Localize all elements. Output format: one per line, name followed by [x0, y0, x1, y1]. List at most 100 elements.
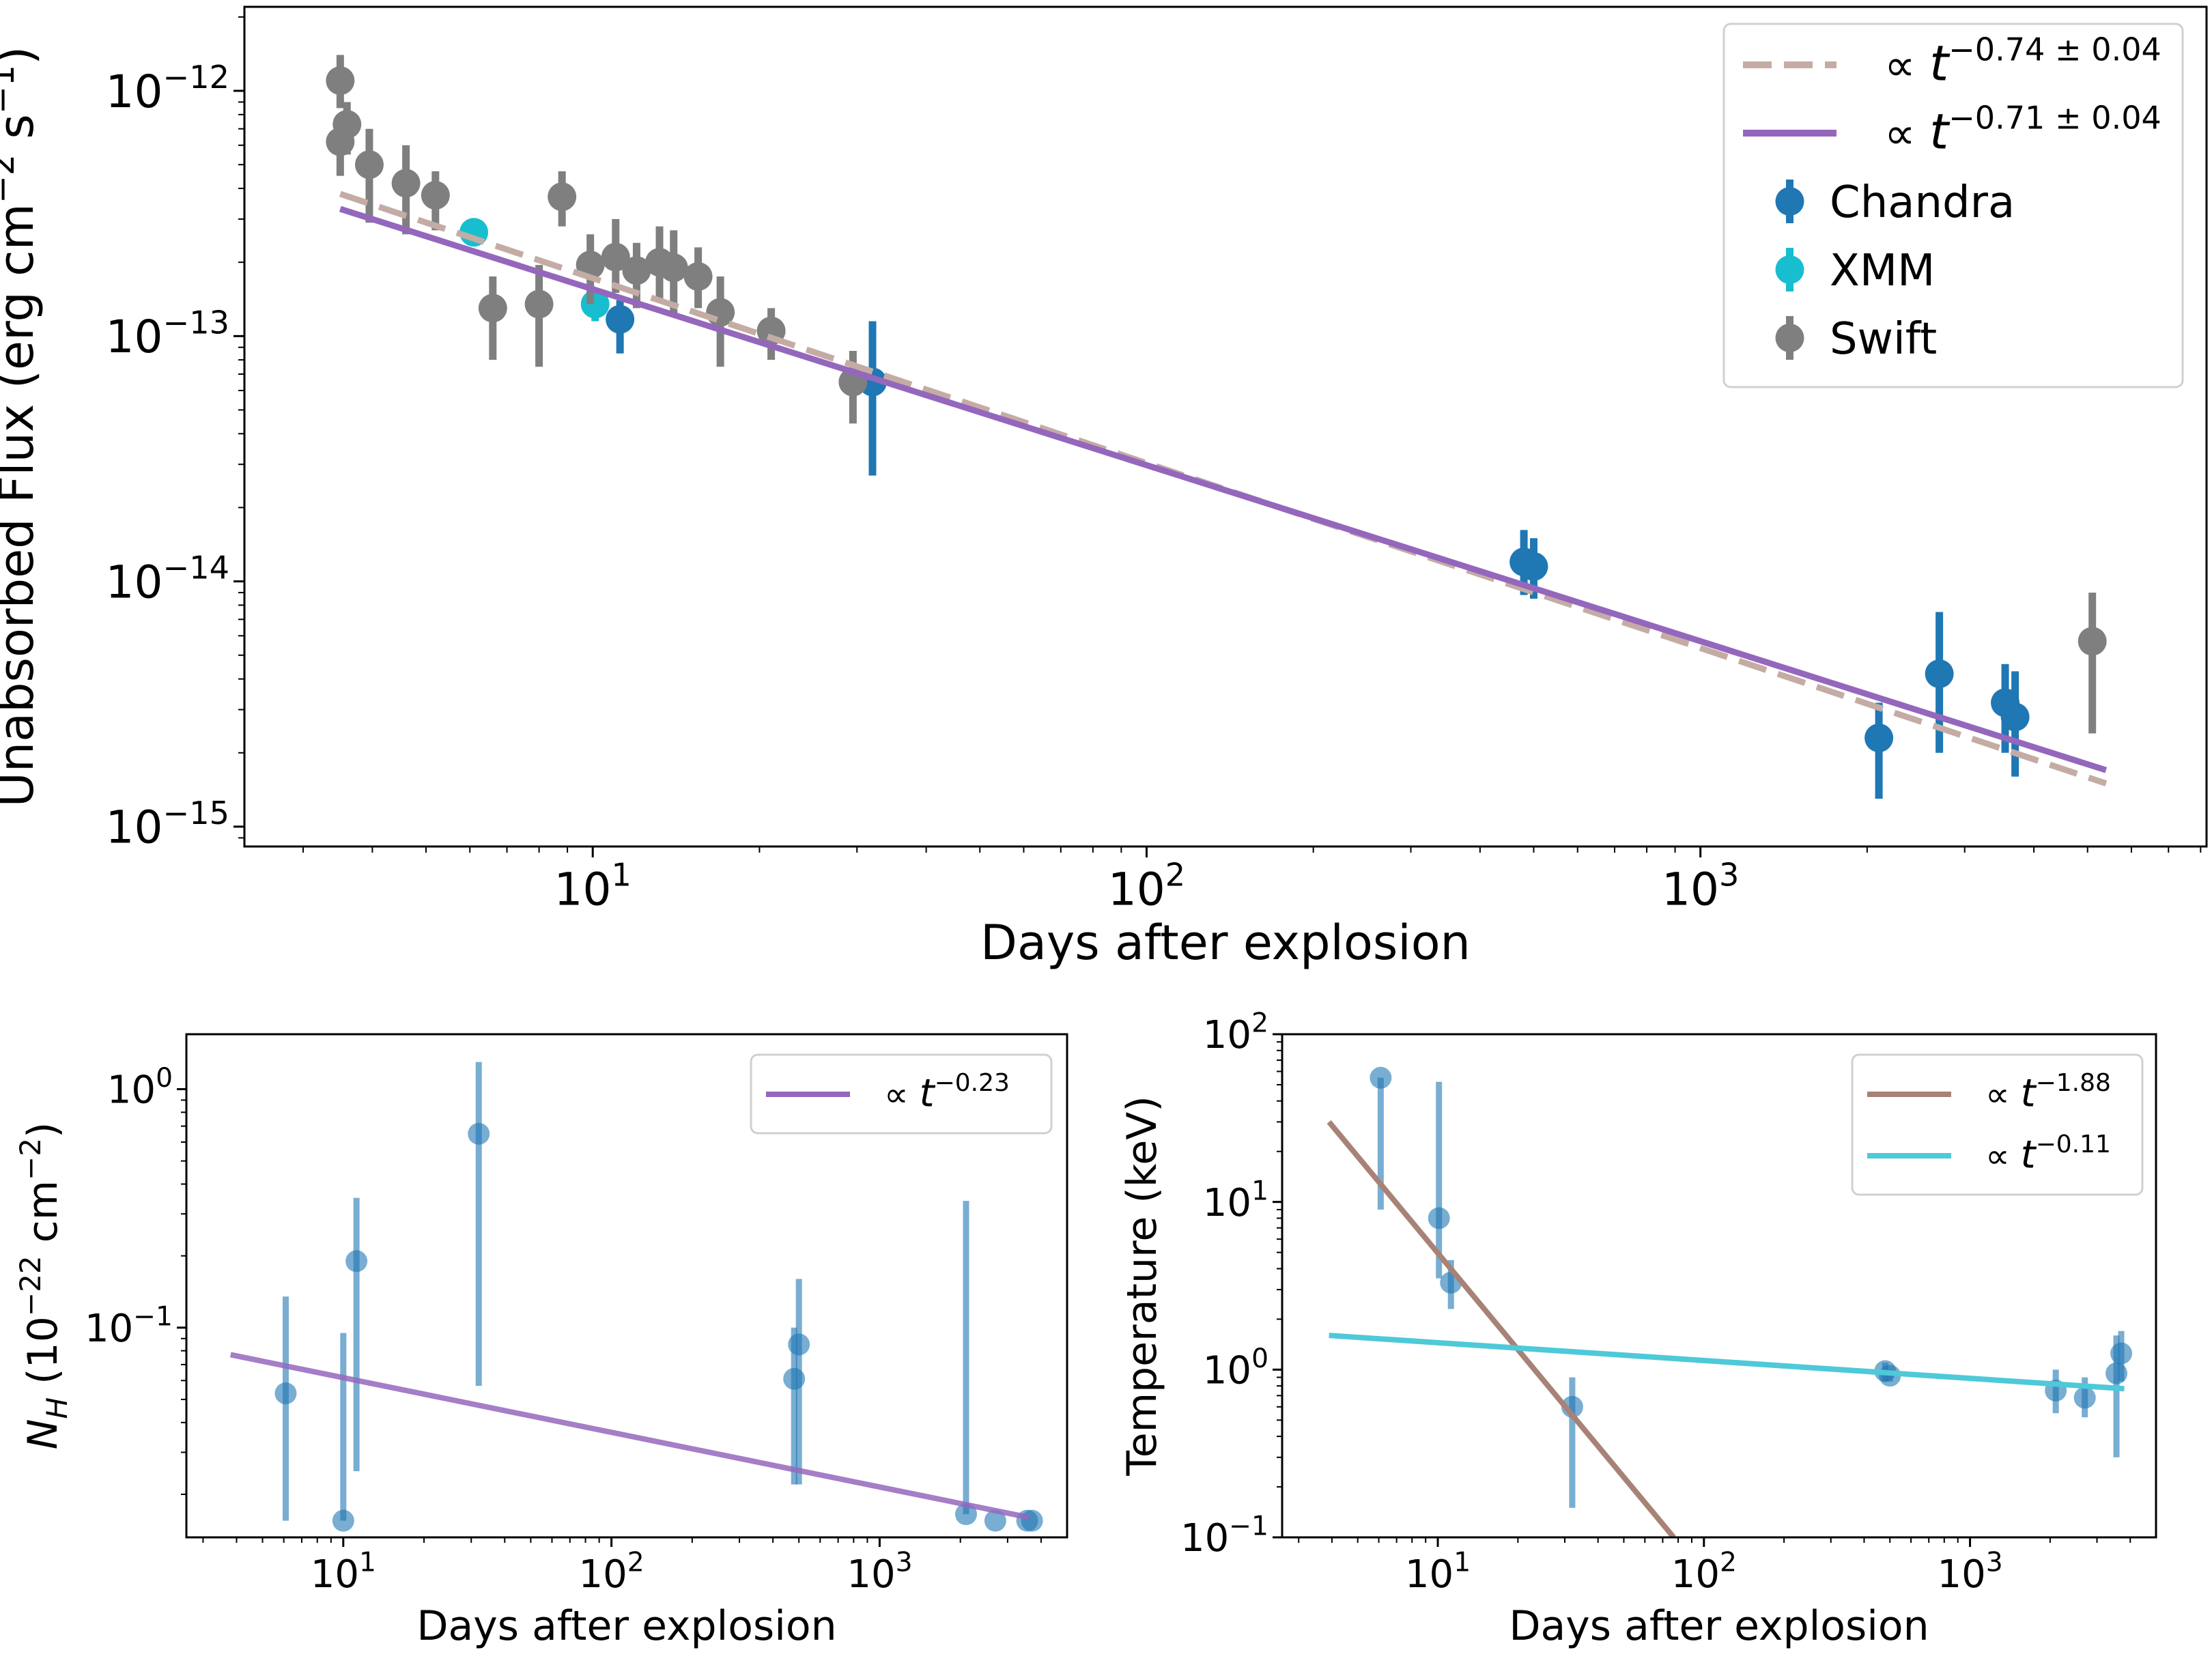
tick-base: 10 [1937, 1552, 1985, 1597]
x-tick-label: 101 [1405, 1547, 1471, 1597]
data-point [1021, 1509, 1043, 1532]
data-point [548, 182, 577, 212]
legend-series-label: XMM [1830, 246, 1935, 296]
y-tick-label: 102 [1203, 1008, 1268, 1058]
tick-exponent: 2 [1251, 1008, 1268, 1039]
fit-line-1 [1327, 1120, 1676, 1537]
x-tick-label: 103 [1937, 1547, 2002, 1597]
y-tick-label: 10−1 [85, 1301, 173, 1351]
legend-var: t [2021, 1133, 2037, 1178]
data-point [1519, 552, 1548, 581]
y-axis-title: NH (10−22 cm−2) [14, 1122, 74, 1450]
tick-base: 10 [1671, 1552, 1720, 1597]
axes-frame [1281, 1033, 2157, 1539]
legend-var: t [2021, 1072, 2037, 1116]
tick-base: 10 [106, 311, 163, 363]
plot-area [229, 1062, 1043, 1532]
tick-exponent: 2 [627, 1547, 644, 1578]
tick-exponent: −12 [163, 59, 229, 96]
data-point [1370, 1066, 1392, 1089]
legend-exp: −0.23 [935, 1069, 1010, 1097]
legend-marker [1775, 324, 1804, 352]
y-tick-label: 10−14 [106, 550, 229, 609]
data-point [421, 181, 450, 210]
x-tick-label: 103 [1662, 857, 1739, 916]
data-point [2078, 627, 2107, 656]
data-point [683, 262, 713, 291]
tick-base: 10 [1203, 1181, 1251, 1225]
data-point [332, 110, 362, 139]
x-axis-title-text: Days after explosion [980, 915, 1471, 971]
legend: ∝ t−1.88∝ t−0.11 [1851, 1053, 2144, 1196]
x-tick-label: 101 [554, 857, 632, 916]
tick-exponent: −14 [163, 550, 229, 586]
x-axis-title-text: Days after explosion [416, 1602, 836, 1650]
tick-exponent: 1 [359, 1547, 376, 1578]
legend-var: t [1929, 102, 1951, 160]
ylabel-part: Temperature (keV) [1118, 1096, 1166, 1477]
y-tick-label: 100 [107, 1063, 173, 1113]
ylabel-part: ) [19, 1122, 67, 1138]
ylabel-sup: −2 [14, 1138, 47, 1180]
tick-base: 10 [1203, 1013, 1251, 1057]
tick-exponent: 2 [1165, 857, 1185, 894]
data-point [622, 256, 651, 285]
y-tick-label: 10−13 [106, 304, 229, 363]
series-data [274, 1062, 1043, 1532]
data-point [468, 1122, 490, 1145]
y-tick-label: 10−1 [1180, 1511, 1268, 1561]
data-point [1925, 659, 1954, 688]
tick-base: 10 [579, 1552, 627, 1597]
y-tick-label: 101 [1203, 1176, 1268, 1225]
x-axis-title: Days after explosion [416, 1602, 836, 1650]
legend-frame [750, 1053, 1053, 1135]
data-point [354, 150, 384, 180]
legend: ∝ t−0.74 ± 0.04∝ t−0.71 ± 0.04 Chandra XMM… [1722, 23, 2184, 388]
ylabel-part: (10 [19, 1316, 67, 1397]
tick-exponent: 3 [1719, 857, 1739, 894]
y-tick-label: 10−15 [106, 795, 229, 854]
tick-base: 10 [1108, 863, 1165, 915]
legend-series-label: Chandra [1830, 177, 2015, 228]
fit-line-1 [229, 1352, 1030, 1520]
x-axis-title: Days after explosion [1509, 1602, 1929, 1650]
plot-area [1327, 1066, 2133, 1537]
legend-label-1: ∝ t−0.74 ± 0.04 [1884, 31, 2161, 92]
tick-exponent: 0 [1251, 1343, 1268, 1374]
x-tick-label: 102 [1108, 857, 1185, 916]
x-tick-label: 101 [311, 1547, 376, 1597]
data-point [524, 289, 554, 319]
legend-prefix: ∝ [1884, 40, 1929, 91]
legend-exp: −0.71 ± 0.04 [1948, 100, 2161, 137]
tick-exponent: 0 [156, 1063, 173, 1094]
legend-var: t [920, 1072, 936, 1116]
legend-marker [1775, 255, 1804, 284]
tick-base: 10 [1405, 1552, 1454, 1597]
legend-prefix: ∝ [1985, 1075, 2021, 1115]
ylabel-sup: −1 [0, 65, 22, 114]
data-point [332, 1509, 354, 1532]
ylabel-part: N [19, 1419, 67, 1450]
legend-label-1: ∝ t−0.23 [884, 1069, 1010, 1116]
tick-exponent: 1 [612, 857, 632, 894]
legend-marker [1775, 187, 1804, 216]
tick-exponent: −13 [163, 304, 229, 341]
tick-base: 10 [107, 1068, 156, 1113]
data-point [1428, 1207, 1450, 1229]
data-point [326, 66, 355, 96]
data-point [984, 1509, 1006, 1532]
data-point [274, 1382, 297, 1405]
data-point [601, 242, 630, 272]
tick-exponent: 3 [896, 1547, 913, 1578]
tick-base: 10 [106, 66, 163, 118]
ylabel-part: cm [19, 1180, 67, 1256]
tick-exponent: −1 [133, 1301, 173, 1332]
legend-exp: −0.74 ± 0.04 [1948, 31, 2161, 68]
data-point [659, 253, 688, 283]
legend-prefix: ∝ [884, 1075, 920, 1115]
data-point [391, 169, 421, 198]
x-axis-title-text: Days after explosion [1509, 1602, 1929, 1650]
data-point [478, 294, 507, 323]
ylabel-part: ) [0, 46, 44, 65]
